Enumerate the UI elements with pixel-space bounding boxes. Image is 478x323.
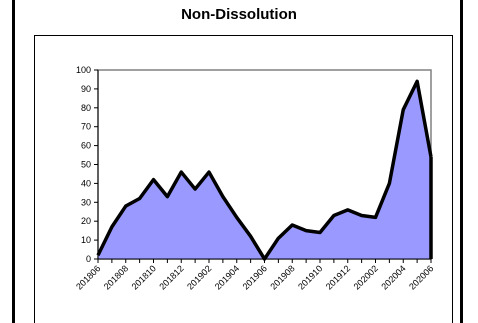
y-tick-label: 70 [81, 122, 91, 132]
x-tick-label: 201906 [241, 263, 269, 291]
x-tick-label: 201808 [102, 263, 130, 291]
x-tick-label: 201806 [74, 263, 102, 291]
y-tick-label: 30 [81, 197, 91, 207]
x-tick-label: 201902 [185, 263, 213, 291]
x-tick-label: 202006 [407, 263, 435, 291]
x-tick-label: 201910 [296, 263, 324, 291]
chart-title: Non-Dissolution [181, 6, 297, 23]
y-tick-label: 0 [86, 254, 91, 264]
series-area-fill [98, 81, 431, 259]
x-tick-label: 201908 [268, 263, 296, 291]
x-tick-label: 201912 [324, 263, 352, 291]
y-tick-label: 100 [76, 65, 91, 75]
x-tick-label: 202002 [352, 263, 380, 291]
x-tick-label: 201810 [130, 263, 158, 291]
y-tick-label: 60 [81, 141, 91, 151]
x-tick-label: 201812 [157, 263, 185, 291]
y-tick-label: 50 [81, 160, 91, 170]
y-tick-label: 20 [81, 216, 91, 226]
y-tick-label: 10 [81, 235, 91, 245]
x-tick-label: 201904 [213, 263, 241, 291]
chart-frame [12, 0, 463, 323]
y-tick-label: 40 [81, 178, 91, 188]
x-tick-label: 202004 [379, 263, 407, 291]
y-tick-label: 90 [81, 84, 91, 94]
plot-area-box [34, 35, 453, 323]
y-tick-label: 80 [81, 103, 91, 113]
